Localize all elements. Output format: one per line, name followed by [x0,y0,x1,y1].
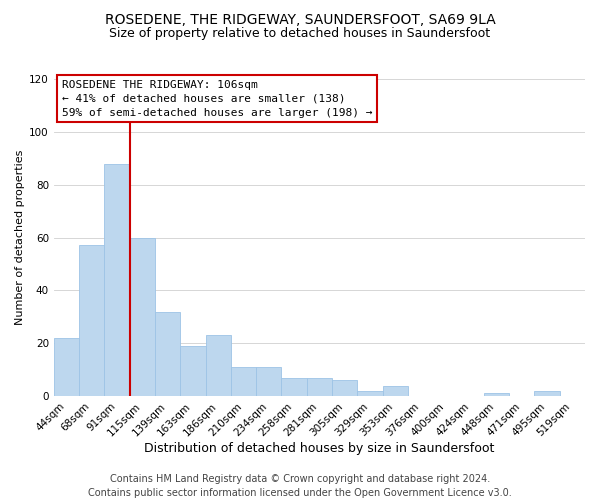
Y-axis label: Number of detached properties: Number of detached properties [15,150,25,325]
Bar [256,367,281,396]
Bar [180,346,206,396]
X-axis label: Distribution of detached houses by size in Saundersfoot: Distribution of detached houses by size … [144,442,494,455]
Bar [358,391,383,396]
Bar [383,386,408,396]
Text: ROSEDENE, THE RIDGEWAY, SAUNDERSFOOT, SA69 9LA: ROSEDENE, THE RIDGEWAY, SAUNDERSFOOT, SA… [104,12,496,26]
Bar [206,336,231,396]
Bar [104,164,130,396]
Bar [307,378,332,396]
Bar [130,238,155,396]
Text: Size of property relative to detached houses in Saundersfoot: Size of property relative to detached ho… [109,28,491,40]
Bar [484,394,509,396]
Bar [332,380,358,396]
Bar [231,367,256,396]
Text: Contains HM Land Registry data © Crown copyright and database right 2024.
Contai: Contains HM Land Registry data © Crown c… [88,474,512,498]
Text: ROSEDENE THE RIDGEWAY: 106sqm
← 41% of detached houses are smaller (138)
59% of : ROSEDENE THE RIDGEWAY: 106sqm ← 41% of d… [62,80,372,118]
Bar [155,312,180,396]
Bar [79,246,104,396]
Bar [281,378,307,396]
Bar [535,391,560,396]
Bar [54,338,79,396]
